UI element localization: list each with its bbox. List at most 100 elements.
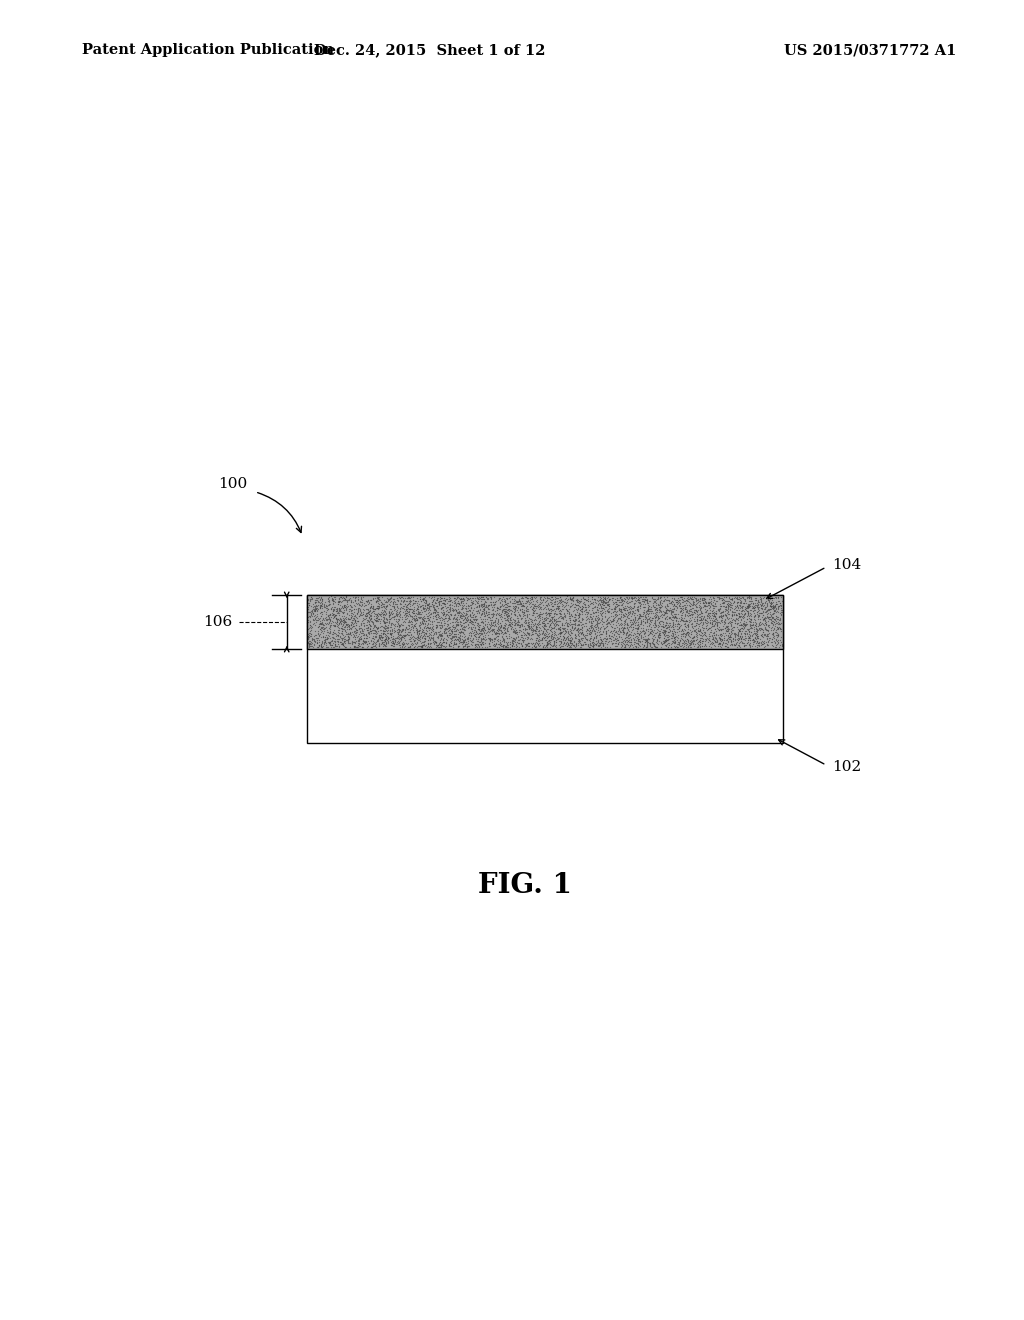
Point xyxy=(546,624,562,645)
Point xyxy=(484,605,501,626)
Point xyxy=(512,599,528,620)
Point xyxy=(641,628,657,649)
Point xyxy=(679,614,695,635)
Point xyxy=(462,610,478,631)
Point xyxy=(719,602,735,623)
Point xyxy=(601,626,617,647)
Point xyxy=(551,611,567,632)
Point xyxy=(380,589,396,610)
Point xyxy=(531,594,548,615)
Point xyxy=(496,589,512,610)
Point xyxy=(306,635,323,656)
Point xyxy=(757,591,773,612)
Point xyxy=(365,635,381,656)
Point xyxy=(535,616,551,638)
Point xyxy=(673,595,689,616)
Point xyxy=(655,623,672,644)
Point xyxy=(761,623,777,644)
Point xyxy=(730,589,746,610)
Point xyxy=(570,611,587,632)
Point xyxy=(522,614,539,635)
Point xyxy=(745,599,762,620)
Point xyxy=(671,634,687,655)
Point xyxy=(650,589,667,610)
Point xyxy=(403,616,420,638)
Point xyxy=(721,626,737,647)
Point xyxy=(583,628,599,649)
Point xyxy=(472,628,488,649)
Point xyxy=(755,594,771,615)
Point xyxy=(759,623,775,644)
Point xyxy=(528,632,545,653)
Point xyxy=(414,612,430,634)
Point xyxy=(464,610,480,631)
Point xyxy=(433,597,450,618)
Point xyxy=(718,616,734,638)
Point xyxy=(477,636,494,657)
Point xyxy=(584,586,600,607)
Point xyxy=(342,615,358,636)
Point xyxy=(359,610,376,631)
Point xyxy=(735,593,752,614)
Point xyxy=(695,591,712,612)
Point xyxy=(588,631,604,652)
Point xyxy=(388,593,404,614)
Point xyxy=(739,595,756,616)
Point xyxy=(355,623,372,644)
Point xyxy=(543,627,559,648)
Point xyxy=(436,628,453,649)
Point xyxy=(608,610,625,631)
Point xyxy=(545,586,561,607)
Point xyxy=(484,628,501,649)
Point xyxy=(573,622,590,643)
Point xyxy=(396,598,413,619)
Point xyxy=(502,591,518,612)
Point xyxy=(337,626,353,647)
Point xyxy=(400,610,417,631)
Point xyxy=(485,622,502,643)
Point xyxy=(615,591,632,612)
Point xyxy=(525,598,542,619)
Point xyxy=(630,599,646,620)
Point xyxy=(377,598,393,619)
Point xyxy=(673,636,689,657)
Point xyxy=(428,601,444,622)
Point xyxy=(340,589,356,610)
Point xyxy=(729,612,745,634)
Point xyxy=(484,606,501,627)
Point xyxy=(312,594,329,615)
Point xyxy=(718,586,734,607)
Point xyxy=(376,601,392,622)
Point xyxy=(641,624,657,645)
Point xyxy=(565,634,582,655)
Point xyxy=(431,622,447,643)
Point xyxy=(600,607,616,628)
Point xyxy=(623,628,639,649)
Point xyxy=(542,587,558,609)
Point xyxy=(441,590,458,611)
Point xyxy=(547,589,563,610)
Point xyxy=(498,623,514,644)
Point xyxy=(433,587,450,609)
Point xyxy=(527,586,544,607)
Point xyxy=(681,591,697,612)
Point xyxy=(612,587,629,609)
Point xyxy=(651,611,668,632)
Point xyxy=(665,623,681,644)
Point xyxy=(735,636,752,657)
Point xyxy=(578,628,594,649)
Point xyxy=(673,586,689,607)
Point xyxy=(519,605,536,626)
Point xyxy=(397,593,414,614)
Point xyxy=(378,636,394,657)
Point xyxy=(444,626,461,647)
Point xyxy=(369,623,385,644)
Point xyxy=(496,605,512,626)
Point xyxy=(537,602,553,623)
Point xyxy=(358,619,375,640)
Point xyxy=(617,610,634,631)
Point xyxy=(757,619,773,640)
Point xyxy=(456,630,472,651)
Point xyxy=(321,632,337,653)
Point xyxy=(539,626,555,647)
